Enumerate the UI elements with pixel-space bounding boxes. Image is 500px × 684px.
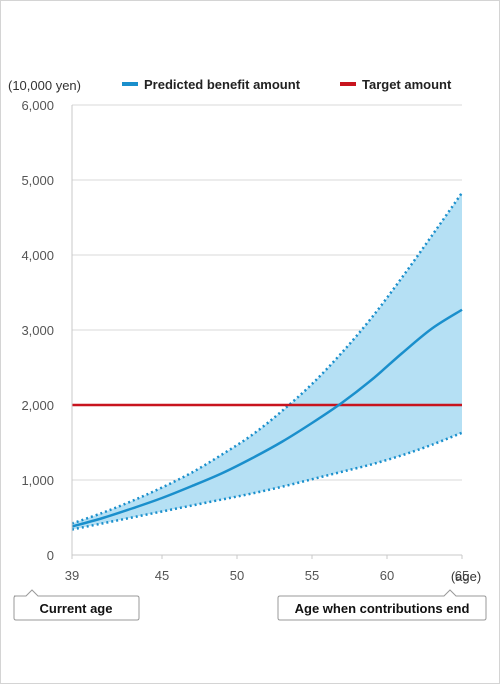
band-fill xyxy=(72,192,462,530)
y-tick-label-1000: 1,000 xyxy=(21,473,54,488)
tick-labels: 0 1,000 2,000 3,000 4,000 5,000 6,000 39 45 50 55 6… xyxy=(21,98,469,583)
y-tick-label-5000: 5,000 xyxy=(21,173,54,188)
callout-current-age: Current age xyxy=(13,589,140,621)
callout-contributions-end-text: Age when contributions end xyxy=(295,601,470,616)
band-upper-dotted-line xyxy=(71,192,464,525)
x-tick-label-65: 65 xyxy=(455,568,469,583)
predicted-benefit-line xyxy=(71,308,463,528)
legend: Predicted benefit amount Target amount xyxy=(122,77,452,92)
x-axis-unit-label: (age) xyxy=(451,569,481,584)
legend-label-predicted: Predicted benefit amount xyxy=(144,77,301,92)
benefit-range-band xyxy=(71,192,464,531)
legend-label-target: Target amount xyxy=(362,77,452,92)
x-tick-label-60: 60 xyxy=(380,568,394,583)
y-axis-unit-label: (10,000 yen) xyxy=(8,78,81,93)
y-tick-label-0: 0 xyxy=(47,548,54,563)
series-lines xyxy=(71,308,463,528)
x-tick-label-45: 45 xyxy=(155,568,169,583)
callout-box-contributions-end xyxy=(277,589,487,621)
callout-contributions-end: Age when contributions end xyxy=(277,589,487,621)
x-tick-label-50: 50 xyxy=(230,568,244,583)
axes xyxy=(71,105,463,559)
y-tick-label-6000: 6,000 xyxy=(21,98,54,113)
y-tick-label-2000: 2,000 xyxy=(21,398,54,413)
x-tick-label-55: 55 xyxy=(305,568,319,583)
y-tick-label-4000: 4,000 xyxy=(21,248,54,263)
callout-box-current-age xyxy=(13,589,140,621)
y-tick-label-3000: 3,000 xyxy=(21,323,54,338)
x-tick-label-39: 39 xyxy=(65,568,79,583)
callout-current-age-text: Current age xyxy=(40,601,113,616)
band-lower-dotted-line xyxy=(71,431,463,531)
